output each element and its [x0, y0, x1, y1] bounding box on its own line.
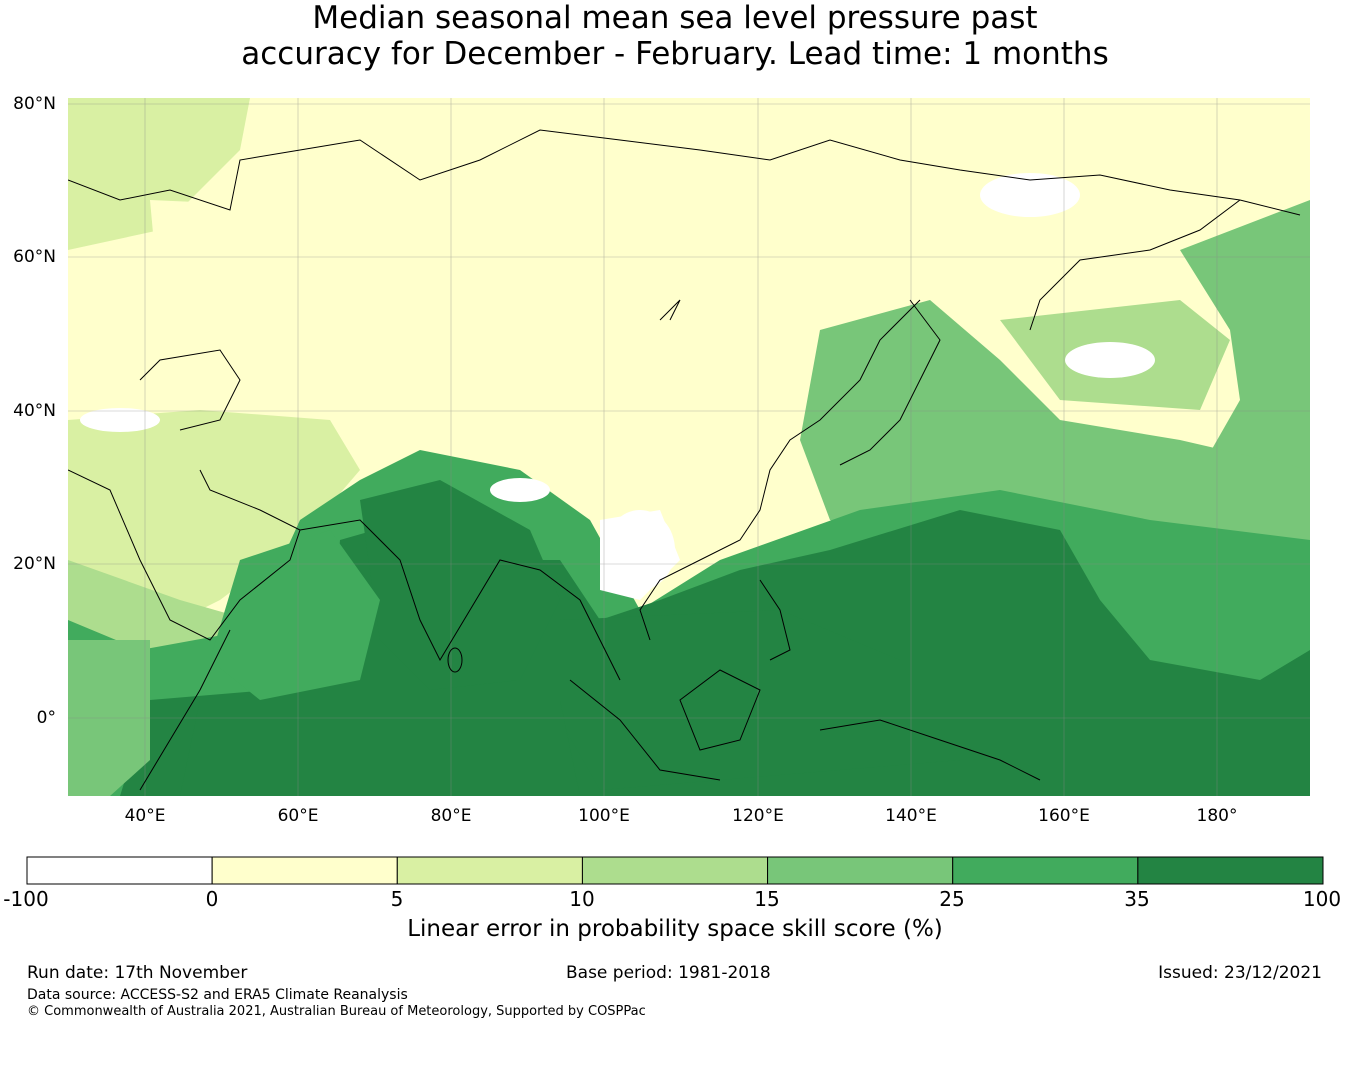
- colorbar-tick-35: 35: [1124, 887, 1150, 911]
- issued-date: Issued: 23/12/2021: [1158, 963, 1322, 983]
- colorbar-segment-1: [211, 856, 398, 885]
- skill-map: [68, 98, 1310, 796]
- colorbar-segment-3: [581, 856, 769, 885]
- region-arabian-sea: [210, 530, 380, 700]
- region-mongolia-tibet: [300, 330, 720, 480]
- graticule: [68, 98, 1310, 796]
- colorbar-label: Linear error in probability space skill …: [407, 916, 943, 942]
- colorbar: [26, 856, 1324, 885]
- region-indian-ocean-south: [180, 700, 580, 796]
- colorbar-segment-0: [26, 856, 213, 885]
- colorbar-tick-5: 5: [390, 887, 404, 911]
- colorbar-segment-6: [1137, 856, 1324, 885]
- chart-title-line-1: Median seasonal mean sea level pressure …: [312, 0, 1038, 36]
- colorbar-tick-100: 100: [1302, 887, 1342, 911]
- colorbar-tick-25: 25: [939, 887, 965, 911]
- lon-label-40e: 40°E: [124, 806, 166, 826]
- lon-label-100e: 100°E: [578, 806, 630, 826]
- data-source: Data source: ACCESS-S2 and ERA5 Climate …: [27, 987, 408, 1003]
- region-northwest-europe: [68, 98, 250, 250]
- colorbar-tick-0: 0: [205, 887, 219, 911]
- region-north-pacific: [1180, 200, 1310, 480]
- skill-field: [68, 98, 1310, 796]
- lon-label-60e: 60°E: [277, 806, 319, 826]
- coastlines: [68, 129, 1301, 791]
- lat-label-40n: 40°N: [13, 401, 56, 421]
- region-central-asia: [150, 200, 900, 330]
- lon-label-140e: 140°E: [885, 806, 937, 826]
- lon-label-120e: 120°E: [732, 806, 784, 826]
- colorbar-tick-15: 15: [754, 887, 780, 911]
- lat-label-60n: 60°N: [13, 247, 56, 267]
- region-maritime-continent: [560, 610, 960, 790]
- lat-label-20n: 20°N: [13, 554, 56, 574]
- colorbar-segment-5: [952, 856, 1139, 885]
- colorbar-segment-2: [396, 856, 583, 885]
- colorbar-segment-4: [767, 856, 954, 885]
- colorbar-tick-minus100: -100: [3, 887, 49, 911]
- lon-label-180: 180°: [1196, 806, 1238, 826]
- run-date: Run date: 17th November: [27, 963, 248, 983]
- copyright: © Commonwealth of Australia 2021, Austra…: [27, 1004, 646, 1019]
- lat-label-0: 0°: [36, 708, 56, 728]
- chart-title-line-2: accuracy for December - February. Lead t…: [241, 36, 1109, 72]
- lon-label-80e: 80°E: [430, 806, 472, 826]
- lat-label-80n: 80°N: [13, 94, 56, 114]
- colorbar-tick-10: 10: [569, 887, 595, 911]
- region-bay-of-bengal: [360, 480, 560, 690]
- lon-label-160e: 160°E: [1038, 806, 1090, 826]
- base-period: Base period: 1981-2018: [566, 963, 771, 983]
- region-middle-east: [68, 410, 360, 640]
